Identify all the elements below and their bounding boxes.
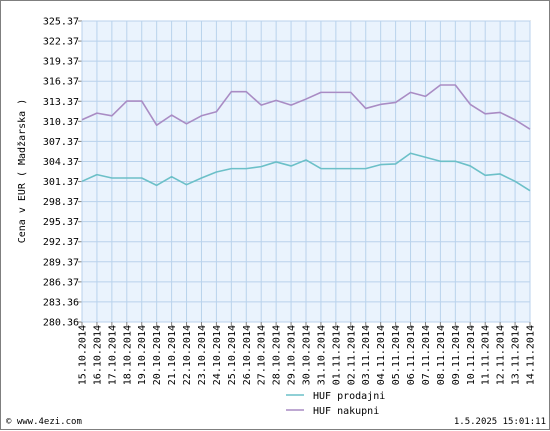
x-tick-label: 28.10.2014 [272, 325, 283, 385]
y-tick-label: 286.37 [43, 277, 79, 288]
y-tick-label: 298.37 [43, 197, 79, 208]
series-line-0 [81, 152, 531, 192]
y-tick-labels: 325.37 322.37 319.37 316.37 313.37 310.37 307.… [43, 17, 79, 329]
y-tick-label: 307.37 [43, 137, 79, 148]
x-tick-label: 18.10.2014 [122, 325, 133, 385]
x-tick-label: 16.10.2014 [92, 325, 103, 385]
x-tick-label: 12.11.2014 [496, 325, 507, 385]
x-tick-label: 22.10.2014 [182, 325, 193, 385]
x-tick-label: 08.11.2014 [436, 325, 447, 385]
x-tick-label: 07.11.2014 [421, 325, 432, 385]
x-tick-label: 13.11.2014 [511, 325, 522, 385]
y-tick-label: 325.37 [43, 17, 79, 28]
y-tick-label: 289.37 [43, 257, 79, 268]
x-tick-label: 11.11.2014 [481, 325, 492, 385]
legend: HUF prodajni HUF nakupni [286, 391, 385, 417]
x-tick-label: 27.10.2014 [257, 325, 268, 385]
x-tick-labels: 15.10.2014 16.10.2014 17.10.2014 18.10.2014… [78, 325, 537, 385]
y-tick-label: 295.37 [43, 217, 79, 228]
x-tick-label: 29.10.2014 [287, 325, 298, 385]
x-tick-label: 21.10.2014 [167, 325, 178, 385]
grid-lines [78, 20, 531, 326]
legend-label-nakupni: HUF nakupni [313, 406, 379, 417]
series-line-1 [81, 84, 531, 130]
x-tick-label: 04.11.2014 [376, 325, 387, 385]
x-tick-label: 09.11.2014 [451, 325, 462, 385]
y-tick-label: 283.36 [43, 297, 79, 308]
x-tick-label: 25.10.2014 [227, 325, 238, 385]
y-axis-label: Cena v EUR ( Madžarska ) [16, 99, 28, 244]
y-tick-label: 280.36 [43, 318, 79, 329]
y-tick-label: 319.37 [43, 57, 79, 68]
x-tick-label: 01.11.2014 [331, 325, 342, 385]
x-tick-label: 20.10.2014 [152, 325, 163, 385]
x-tick-label: 05.11.2014 [391, 325, 402, 385]
y-tick-label: 316.37 [43, 77, 79, 88]
x-tick-label: 23.10.2014 [197, 325, 208, 385]
x-tick-label: 15.10.2014 [78, 325, 89, 385]
x-tick-label: 14.11.2014 [526, 325, 537, 385]
series-lines [81, 84, 531, 192]
x-tick-label: 02.11.2014 [346, 325, 357, 385]
y-tick-label: 322.37 [43, 37, 79, 48]
x-tick-label: 03.11.2014 [361, 325, 372, 385]
x-tick-label: 31.10.2014 [316, 325, 327, 385]
x-tick-label: 24.10.2014 [212, 325, 223, 385]
y-tick-label: 301.37 [43, 177, 79, 188]
y-tick-label: 310.37 [43, 117, 79, 128]
legend-label-prodajni: HUF prodajni [313, 391, 385, 402]
x-tick-label: 17.10.2014 [107, 325, 118, 385]
y-tick-label: 313.37 [43, 97, 79, 108]
y-tick-label: 304.37 [43, 157, 79, 168]
x-tick-label: 30.10.2014 [302, 325, 313, 385]
x-tick-label: 06.11.2014 [406, 325, 417, 385]
x-tick-label: 10.11.2014 [466, 325, 477, 385]
footer-timestamp: 1.5.2025 15:01:11 [454, 417, 546, 427]
footer-site: © www.4ezi.com [6, 417, 82, 427]
x-tick-label: 26.10.2014 [242, 325, 253, 385]
x-tick-label: 19.10.2014 [137, 325, 148, 385]
y-tick-label: 292.37 [43, 237, 79, 248]
